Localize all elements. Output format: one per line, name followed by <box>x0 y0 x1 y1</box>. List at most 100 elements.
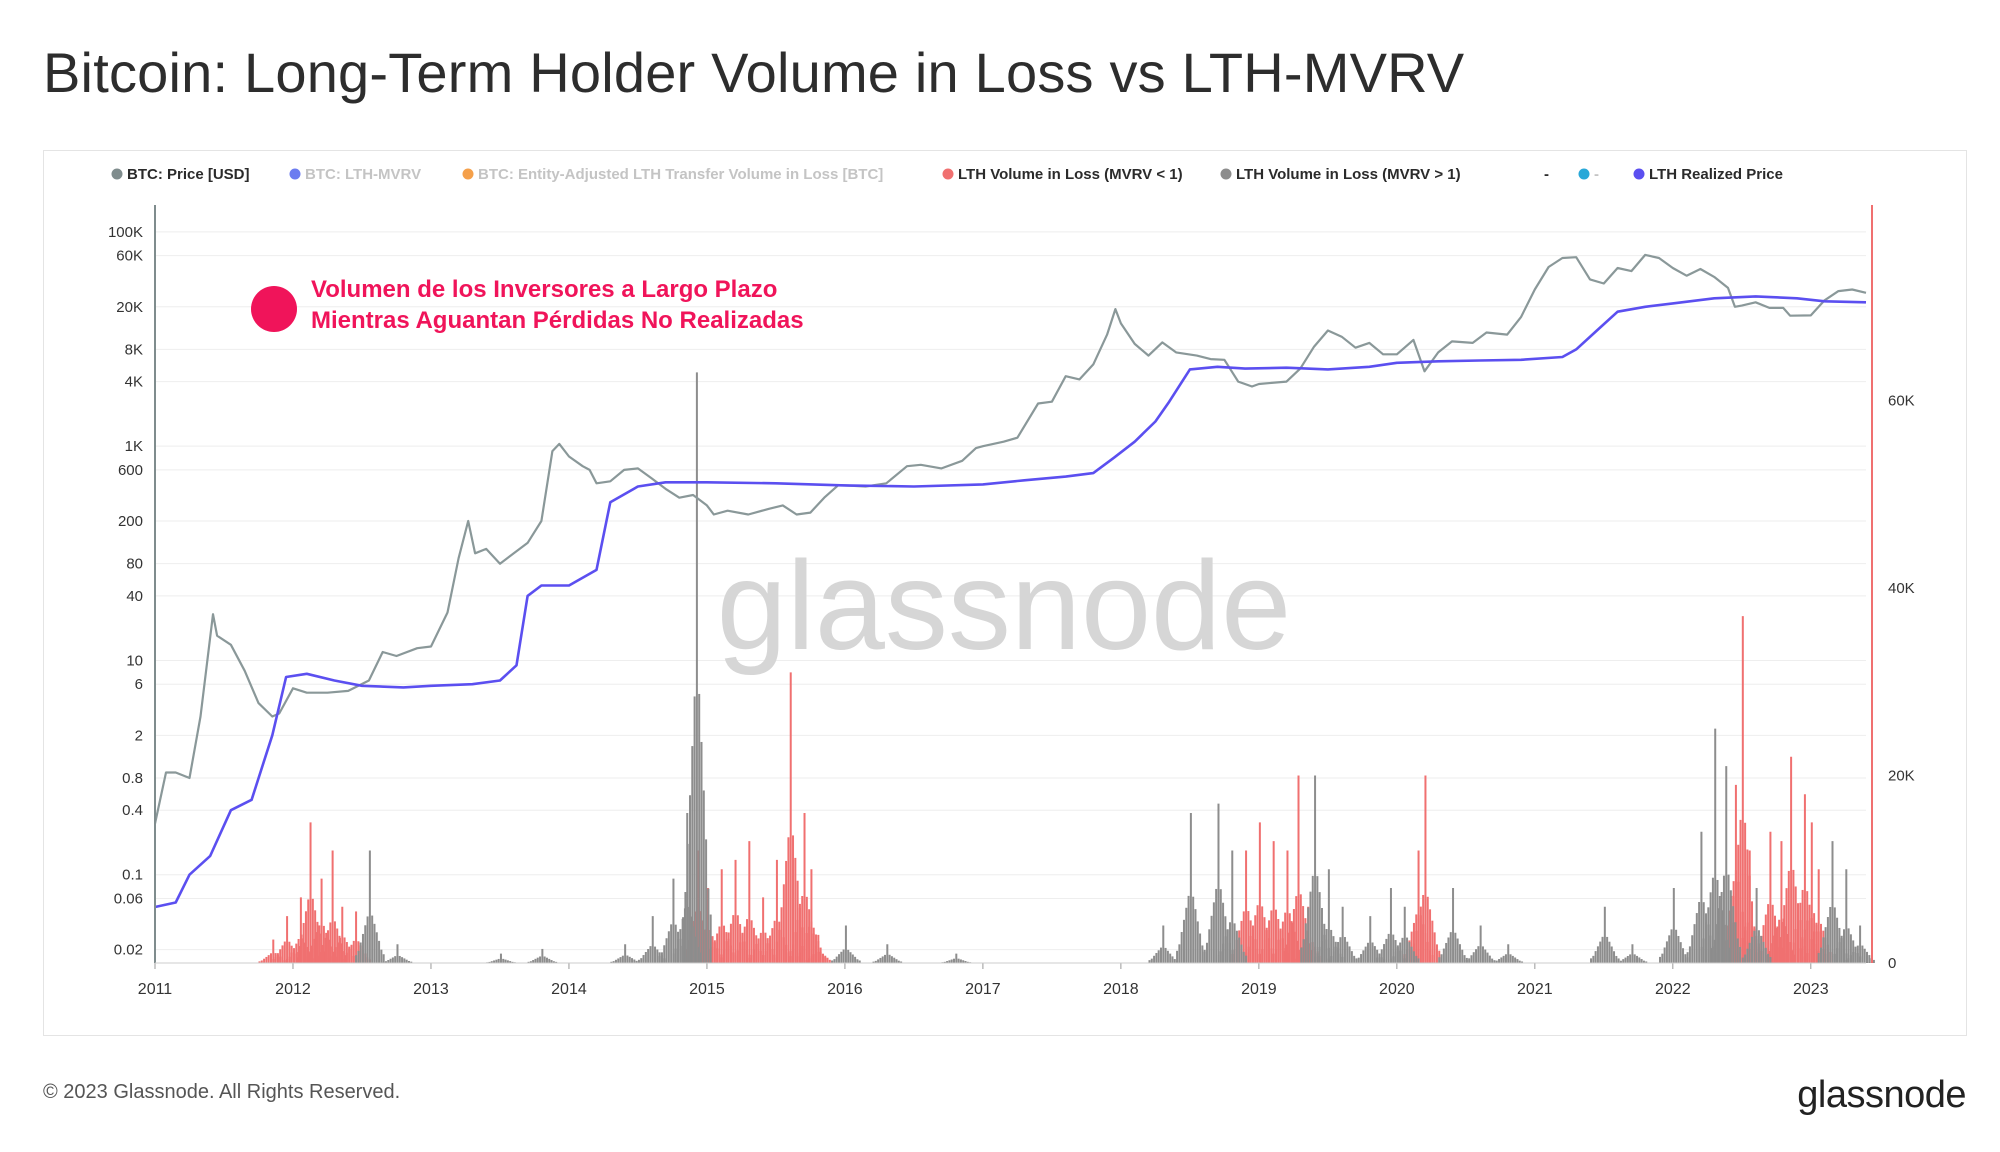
legend-item[interactable]: - <box>1544 166 1549 183</box>
volume-bar <box>1408 942 1411 963</box>
volume-bar <box>1709 892 1712 963</box>
volume-bar <box>1302 939 1305 963</box>
volume-bar <box>660 952 663 963</box>
volume-bar <box>1343 937 1346 963</box>
volume-bar <box>1852 951 1855 963</box>
volume-bars <box>258 372 1875 963</box>
volume-bar <box>1741 957 1744 963</box>
volume-bar <box>1801 889 1804 963</box>
volume-bar <box>1256 905 1259 963</box>
volume-bar <box>1799 902 1802 963</box>
volume-bar <box>274 957 277 963</box>
volume-bar <box>647 949 650 963</box>
volume-bar <box>828 959 831 963</box>
volume-bar <box>900 961 903 963</box>
legend-item[interactable]: - <box>1578 166 1600 183</box>
volume-bar <box>1504 954 1507 963</box>
volume-bar <box>1488 955 1491 963</box>
volume-bar <box>640 958 643 963</box>
volume-bar <box>803 961 806 963</box>
volume-bar <box>1608 941 1611 963</box>
volume-bar <box>1295 956 1298 963</box>
volume-bar <box>345 952 348 963</box>
volume-bar <box>1169 953 1172 963</box>
volume-bar <box>787 837 790 963</box>
volume-bar <box>1378 954 1381 963</box>
volume-bar <box>1148 960 1151 963</box>
annotation-line-1: Volumen de los Inversores a Largo Plazo <box>311 276 777 303</box>
volume-bar <box>1357 957 1360 963</box>
volume-bar <box>1311 875 1314 963</box>
volume-bar <box>796 919 799 963</box>
volume-bar <box>654 946 657 963</box>
volume-bar <box>1412 951 1415 963</box>
volume-bar <box>1369 916 1372 963</box>
volume-bar <box>1438 957 1441 963</box>
volume-bar <box>1833 907 1836 963</box>
volume-bar <box>364 925 367 963</box>
legend-item[interactable]: LTH Realized Price <box>1633 166 1783 183</box>
volume-bar <box>762 897 765 963</box>
volume-bar <box>260 960 263 963</box>
volume-bar <box>953 958 956 963</box>
volume-bar <box>1281 921 1284 963</box>
volume-bar <box>1320 940 1323 963</box>
volume-bar <box>667 931 670 963</box>
volume-bar <box>352 940 355 963</box>
volume-bar <box>1242 951 1245 963</box>
volume-bar <box>856 959 859 963</box>
volume-bar <box>656 949 659 963</box>
legend-item[interactable]: BTC: Price [USD] <box>111 166 250 183</box>
volume-bar <box>1748 942 1751 963</box>
volume-bar <box>674 924 677 963</box>
volume-bar <box>1613 951 1616 963</box>
volume-bar <box>322 925 325 963</box>
volume-bar <box>290 952 293 963</box>
legend[interactable]: BTC: Price [USD] BTC: LTH-MVRV BTC: Entity… <box>111 166 1783 183</box>
volume-bar <box>1192 896 1195 963</box>
volume-bar <box>343 956 346 963</box>
volume-bar <box>1491 958 1494 963</box>
volume-bar <box>801 945 804 963</box>
volume-bar <box>281 945 284 963</box>
y-right-tick-label: 0 <box>1888 955 1896 972</box>
volume-bar <box>1852 940 1855 963</box>
volume-bar <box>1638 957 1641 963</box>
x-tick-label: 2023 <box>1793 981 1829 998</box>
volume-bar <box>1521 961 1524 963</box>
volume-bar <box>511 961 514 963</box>
legend-item[interactable]: LTH Volume in Loss (MVRV > 1) <box>1220 166 1461 183</box>
volume-bar <box>382 954 385 963</box>
volume-bar <box>1226 929 1229 963</box>
volume-bar <box>1826 917 1829 963</box>
y-left-tick-label: 600 <box>118 462 143 479</box>
volume-bar <box>950 959 953 963</box>
y-left-tick-label: 0.8 <box>122 770 143 787</box>
volume-bar <box>1686 952 1689 963</box>
volume-bar <box>286 916 289 963</box>
x-tick-label: 2016 <box>827 981 863 998</box>
volume-bar <box>396 944 399 963</box>
volume-bar <box>718 926 721 963</box>
volume-bar <box>1339 937 1342 963</box>
volume-bar <box>1739 946 1742 963</box>
volume-bar <box>1764 947 1767 963</box>
volume-bar <box>1606 936 1609 963</box>
volume-bar <box>789 950 792 963</box>
volume-bar <box>368 850 371 963</box>
volume-bar <box>1458 944 1461 963</box>
volume-bar <box>1783 905 1786 963</box>
volume-bar <box>1371 942 1374 963</box>
volume-bar <box>302 922 305 963</box>
volume-bar <box>1746 948 1749 963</box>
volume-bar <box>1866 951 1869 963</box>
legend-item[interactable]: BTC: LTH-MVRV <box>289 166 422 183</box>
volume-bar <box>1314 775 1317 963</box>
legend-item[interactable]: LTH Volume in Loss (MVRV < 1) <box>942 166 1183 183</box>
legend-item[interactable]: BTC: Entity-Adjusted LTH Transfer Volume… <box>462 166 884 183</box>
volume-bar <box>1394 940 1397 963</box>
volume-bar <box>1392 956 1395 963</box>
volume-bar <box>1610 946 1613 963</box>
volume-bar <box>1286 944 1289 963</box>
volume-bar <box>1461 949 1464 963</box>
